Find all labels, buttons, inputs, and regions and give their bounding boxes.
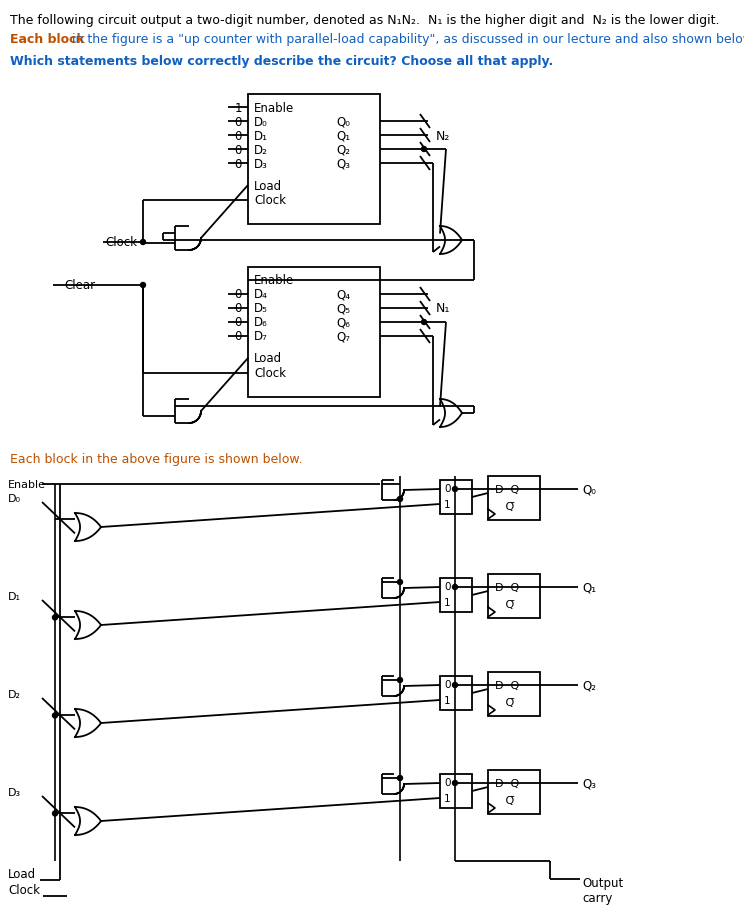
Text: Q₆: Q₆ [336, 316, 350, 329]
Text: Enable: Enable [254, 274, 294, 287]
Circle shape [452, 780, 458, 786]
Bar [488, 673, 540, 716]
Text: Q₂: Q₂ [336, 143, 350, 156]
Text: 0: 0 [234, 289, 242, 301]
Circle shape [397, 776, 403, 780]
Text: 1: 1 [444, 499, 451, 509]
Bar [440, 676, 472, 710]
Text: D₀: D₀ [254, 116, 268, 129]
Text: Q̅: Q̅ [495, 502, 514, 512]
Text: 0: 0 [444, 777, 451, 788]
Text: 1: 1 [234, 101, 242, 114]
Text: Clock: Clock [8, 883, 40, 897]
Text: Q₃: Q₃ [336, 157, 350, 170]
Text: Load: Load [8, 868, 36, 880]
Text: Q₅: Q₅ [336, 302, 350, 315]
Text: D₂: D₂ [8, 689, 21, 699]
Circle shape [53, 811, 57, 816]
Bar [488, 574, 540, 618]
Bar [440, 578, 472, 612]
Text: D₀: D₀ [8, 494, 21, 504]
Bar [440, 481, 472, 515]
Text: Q₃: Q₃ [582, 777, 596, 789]
Text: D  Q: D Q [495, 680, 519, 690]
Text: Each block in the above figure is shown below.: Each block in the above figure is shown … [10, 452, 303, 466]
Text: 0: 0 [234, 330, 242, 343]
Text: Q₄: Q₄ [336, 289, 350, 301]
Text: Clock: Clock [254, 367, 286, 380]
Bar [248, 267, 380, 398]
Text: D₄: D₄ [254, 289, 268, 301]
Bar [440, 774, 472, 808]
Text: 0: 0 [444, 483, 451, 494]
Text: N₂: N₂ [436, 130, 450, 142]
Circle shape [452, 487, 458, 492]
Text: Each block: Each block [10, 33, 85, 46]
Text: 1: 1 [444, 793, 451, 803]
Bar [488, 476, 540, 520]
Text: D₃: D₃ [254, 157, 268, 170]
Text: in the figure is a "up counter with parallel-load capability", as discussed in o: in the figure is a "up counter with para… [68, 33, 744, 46]
Circle shape [452, 683, 458, 687]
Circle shape [141, 283, 146, 289]
Text: Clock: Clock [105, 236, 137, 249]
Text: Q̅: Q̅ [495, 795, 514, 805]
Text: 0: 0 [444, 582, 451, 591]
Text: 0: 0 [234, 316, 242, 329]
Text: D  Q: D Q [495, 583, 519, 593]
Text: Q₁: Q₁ [336, 130, 350, 142]
Circle shape [53, 616, 57, 620]
Text: N₁: N₁ [436, 302, 450, 315]
Text: Enable: Enable [254, 101, 294, 114]
Text: 0: 0 [444, 679, 451, 689]
Bar [248, 95, 380, 225]
Text: 0: 0 [234, 157, 242, 170]
Text: Q₂: Q₂ [582, 679, 596, 692]
Text: Output
carry: Output carry [582, 876, 623, 904]
Text: 1: 1 [444, 696, 451, 705]
Circle shape [422, 320, 426, 325]
Bar [488, 770, 540, 814]
Text: 0: 0 [234, 116, 242, 129]
Text: Clock: Clock [254, 194, 286, 208]
Text: Load: Load [254, 352, 282, 365]
Circle shape [141, 240, 146, 245]
Text: D  Q: D Q [495, 778, 519, 789]
Text: D₂: D₂ [254, 143, 268, 156]
Text: Q̅: Q̅ [495, 698, 514, 708]
Text: 0: 0 [234, 302, 242, 315]
Text: Which statements below correctly describe the circuit? Choose all that apply.: Which statements below correctly describ… [10, 55, 554, 68]
Circle shape [397, 677, 403, 683]
Text: Q₁: Q₁ [582, 581, 596, 594]
Text: Clear: Clear [64, 279, 95, 292]
Text: D₅: D₅ [254, 302, 268, 315]
Circle shape [397, 497, 403, 502]
Text: Enable: Enable [8, 480, 46, 490]
Text: Load: Load [254, 179, 282, 192]
Circle shape [53, 713, 57, 718]
Text: 1: 1 [444, 597, 451, 607]
Text: Q₇: Q₇ [336, 330, 350, 343]
Text: D₇: D₇ [254, 330, 268, 343]
Text: 0: 0 [234, 143, 242, 156]
Text: D₃: D₃ [8, 788, 21, 797]
Text: Q₀: Q₀ [336, 116, 350, 129]
Text: 0: 0 [234, 130, 242, 142]
Text: Q₀: Q₀ [582, 483, 596, 496]
Text: D  Q: D Q [495, 484, 519, 494]
Text: D₆: D₆ [254, 316, 268, 329]
Circle shape [397, 580, 403, 584]
Text: D₁: D₁ [254, 130, 268, 142]
Circle shape [422, 147, 426, 153]
Text: The following circuit output a two-digit number, denoted as N₁N₂.  N₁ is the hig: The following circuit output a two-digit… [10, 14, 719, 27]
Circle shape [452, 584, 458, 590]
Text: D₁: D₁ [8, 591, 21, 601]
Text: Q̅: Q̅ [495, 599, 514, 609]
